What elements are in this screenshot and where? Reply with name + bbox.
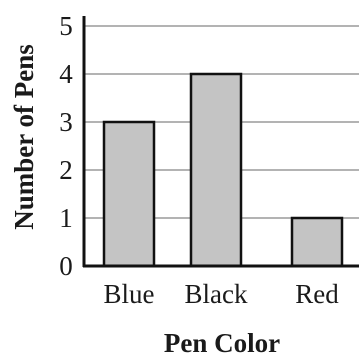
y-tick-label: 4 [59,59,73,89]
bar-black [189,72,243,268]
y-tick-labels: 0 1 2 3 4 5 [59,11,73,281]
bar-blue [102,120,156,268]
y-tick-label: 3 [59,107,73,137]
x-axis-title: Pen Color [164,328,280,358]
y-tick-label: 0 [59,251,73,281]
y-axis-title: Number of Pens [9,44,39,230]
x-tick-label: Red [295,279,339,309]
x-tick-label: Blue [104,279,155,309]
x-tick-labels: Blue Black Red [104,279,340,309]
y-tick-label: 5 [59,11,73,41]
x-tick-label: Black [185,279,248,309]
y-tick-label: 2 [59,155,73,185]
y-tick-label: 1 [59,203,73,233]
axes [82,16,359,268]
bar-red [290,216,344,268]
